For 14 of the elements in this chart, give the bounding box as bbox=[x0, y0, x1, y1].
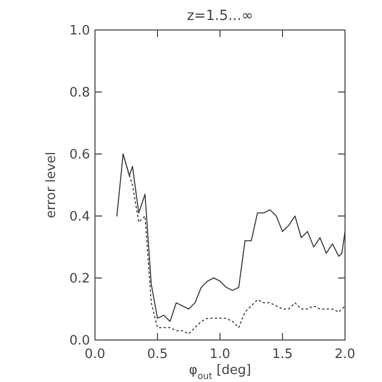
x-tick-label: 2.0 bbox=[334, 347, 356, 362]
x-tick-label: 0.5 bbox=[147, 347, 168, 362]
x-tick-label: 1.0 bbox=[210, 347, 230, 362]
chart-title: z=1.5...∞ bbox=[186, 8, 254, 24]
y-tick-label: 0.6 bbox=[69, 148, 90, 162]
x-tick-label: 0.0 bbox=[84, 347, 106, 362]
x-tick-label: 1.5 bbox=[272, 347, 293, 362]
y-axis-title: error level bbox=[44, 152, 59, 218]
y-tick-label: 0.8 bbox=[69, 86, 90, 100]
y-tick-label: 1.0 bbox=[69, 24, 90, 38]
x-axis-title: φ$_{out}$ [deg] bbox=[188, 363, 252, 382]
y-tick-label: 0.4 bbox=[69, 210, 90, 224]
y-tick-label: 0.0 bbox=[69, 334, 90, 348]
y-tick-label: 0.2 bbox=[69, 272, 90, 286]
